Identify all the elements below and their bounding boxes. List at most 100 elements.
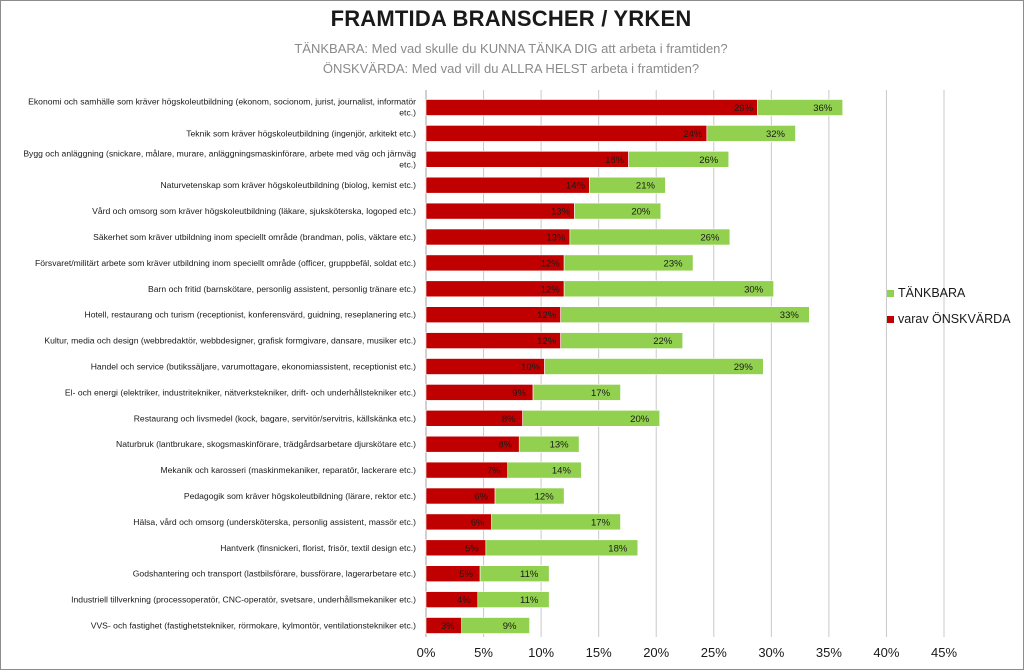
- data-label-onskvarda: 12%: [537, 336, 557, 347]
- data-label-onskvarda: 12%: [537, 310, 557, 321]
- x-tick-label: 25%: [701, 645, 727, 660]
- category-label: Kultur, media och design (webbredaktör, …: [44, 336, 416, 346]
- data-label-onskvarda: 9%: [512, 388, 526, 399]
- x-tick-label: 15%: [586, 645, 612, 660]
- x-tick-label: 30%: [758, 645, 784, 660]
- category-label: VVS- och fastighet (fastighetstekniker, …: [91, 621, 416, 631]
- bar-tankbara: [757, 99, 844, 116]
- data-label-onskvarda: 5%: [465, 543, 479, 554]
- x-tick-label: 0%: [417, 645, 436, 660]
- category-label: Handel och service (butikssäljare, varum…: [91, 362, 416, 372]
- data-label-tankbara: 23%: [664, 258, 684, 269]
- bar-tankbara: [560, 306, 810, 324]
- category-labels: Ekonomi och samhälle som kräver högskole…: [23, 97, 416, 631]
- legend: TÄNKBARA varav ÖNSKVÄRDA: [887, 286, 1011, 326]
- category-label: Bygg och anläggning (snickare, målare, m…: [23, 148, 416, 158]
- data-label-onskvarda: 29%: [734, 103, 754, 114]
- data-label-tankbara: 33%: [780, 310, 800, 321]
- bar-tankbara: [569, 228, 731, 246]
- data-label-tankbara: 11%: [520, 569, 539, 580]
- data-label-tankbara: 22%: [653, 336, 673, 347]
- data-label-tankbara: 36%: [813, 103, 833, 114]
- category-label: Hälsa, vård och omsorg (undersköterska, …: [133, 517, 416, 527]
- bar-tankbara: [494, 487, 565, 505]
- category-label: Industriell tillverkning (processoperatö…: [71, 595, 416, 605]
- data-label-tankbara: 20%: [630, 414, 650, 425]
- data-label-onskvarda: 3%: [441, 621, 455, 632]
- x-tick-label: 20%: [643, 645, 669, 660]
- bar-tankbara: [522, 409, 660, 427]
- bar-tankbara: [479, 565, 550, 583]
- data-label-tankbara: 20%: [631, 207, 651, 218]
- category-label: Hotell, restaurang och turism (reception…: [84, 310, 416, 320]
- bar-tankbara: [485, 539, 639, 557]
- bar-tankbara: [461, 617, 530, 634]
- category-label: Pedagogik som kräver högskoleutbildning …: [184, 491, 416, 501]
- data-label-tankbara: 30%: [744, 284, 764, 295]
- x-tick-label: 35%: [816, 645, 842, 660]
- data-label-onskvarda: 14%: [566, 181, 586, 192]
- category-label: Försvaret/militärt arbete som kräver utb…: [35, 258, 416, 268]
- category-label: Teknik som kräver högskoleutbildning (in…: [186, 128, 416, 138]
- bar-tankbara: [563, 254, 694, 272]
- bar-tankbara: [477, 591, 550, 608]
- data-label-onskvarda: 8%: [502, 414, 516, 425]
- data-label-tankbara: 13%: [550, 440, 570, 451]
- data-label-tankbara: 17%: [591, 517, 611, 528]
- category-label: Restaurang och livsmedel (kock, bagare, …: [134, 413, 416, 423]
- data-label-onskvarda: 4%: [457, 595, 471, 606]
- bar-onskvarda: [425, 151, 629, 168]
- bar-onskvarda: [425, 125, 708, 142]
- bar-tankbara: [544, 358, 764, 375]
- chart-subtitle-onskvarda: ÖNSKVÄRDA: Med vad vill du ALLRA HELST a…: [322, 61, 700, 76]
- category-label: Godshantering och transport (lastbilsför…: [133, 569, 416, 579]
- bar-tankbara: [574, 202, 662, 220]
- data-label-onskvarda: 18%: [605, 155, 625, 166]
- bar-onskvarda: [425, 99, 758, 116]
- data-label-tankbara: 17%: [591, 388, 611, 399]
- bar-tankbara: [491, 513, 621, 531]
- bar-tankbara: [518, 435, 580, 453]
- legend-swatch-onskvarda: [887, 316, 894, 323]
- legend-swatch-tankbara: [887, 290, 894, 297]
- x-tick-label: 45%: [931, 645, 957, 660]
- bar-onskvarda: [425, 176, 590, 194]
- x-tick-label: 5%: [474, 645, 493, 660]
- legend-label-tankbara: TÄNKBARA: [898, 286, 966, 300]
- data-label-onskvarda: 7%: [487, 466, 501, 477]
- category-label: El- och energi (elektriker, industritekn…: [65, 387, 416, 397]
- category-label: Mekanik och karosseri (maskinmekaniker, …: [160, 465, 416, 475]
- category-label: Säkerhet som kräver utbildning inom spec…: [93, 232, 416, 242]
- x-tick-label: 10%: [528, 645, 554, 660]
- x-tick-label: 40%: [873, 645, 899, 660]
- category-label: Naturbruk (lantbrukare, skogsmaskinförar…: [116, 439, 416, 449]
- data-label-onskvarda: 12%: [541, 284, 561, 295]
- data-label-onskvarda: 6%: [471, 517, 485, 528]
- data-label-tankbara: 26%: [700, 233, 720, 244]
- bar-tankbara: [563, 280, 774, 298]
- chart-subtitle-tankbara: TÄNKBARA: Med vad skulle du KUNNA TÄNKA …: [294, 41, 728, 56]
- category-label: Naturvetenskap som kräver högskoleutbild…: [160, 180, 416, 190]
- data-label-onskvarda: 12%: [541, 258, 561, 269]
- bar-tankbara: [628, 151, 730, 168]
- bar-tankbara: [532, 384, 621, 401]
- category-label: Hantverk (finsnickeri, florist, frisör, …: [220, 543, 416, 553]
- category-label: Ekonomi och samhälle som kräver högskole…: [28, 97, 416, 107]
- bars: 29% 36% 24% 32% 18% 26% 14% 21% 13% 20% 13% 26% 12% 2…: [425, 99, 844, 634]
- data-label-onskvarda: 10%: [521, 362, 541, 373]
- data-label-tankbara: 14%: [552, 466, 572, 477]
- data-label-tankbara: 18%: [608, 543, 628, 554]
- data-label-onskvarda: 5%: [459, 569, 473, 580]
- data-label-onskvarda: 13%: [551, 207, 571, 218]
- data-label-tankbara: 11%: [520, 595, 539, 606]
- category-label: etc.): [399, 108, 416, 118]
- category-label: Vård och omsorg som kräver högskoleutbil…: [92, 206, 416, 216]
- category-label: Barn och fritid (barnskötare, personlig …: [148, 284, 416, 294]
- data-label-onskvarda: 8%: [498, 440, 512, 451]
- data-label-onskvarda: 6%: [474, 492, 488, 503]
- data-label-tankbara: 29%: [734, 362, 754, 373]
- data-label-tankbara: 21%: [636, 181, 656, 192]
- data-label-tankbara: 9%: [503, 621, 517, 632]
- category-label: etc.): [399, 159, 416, 169]
